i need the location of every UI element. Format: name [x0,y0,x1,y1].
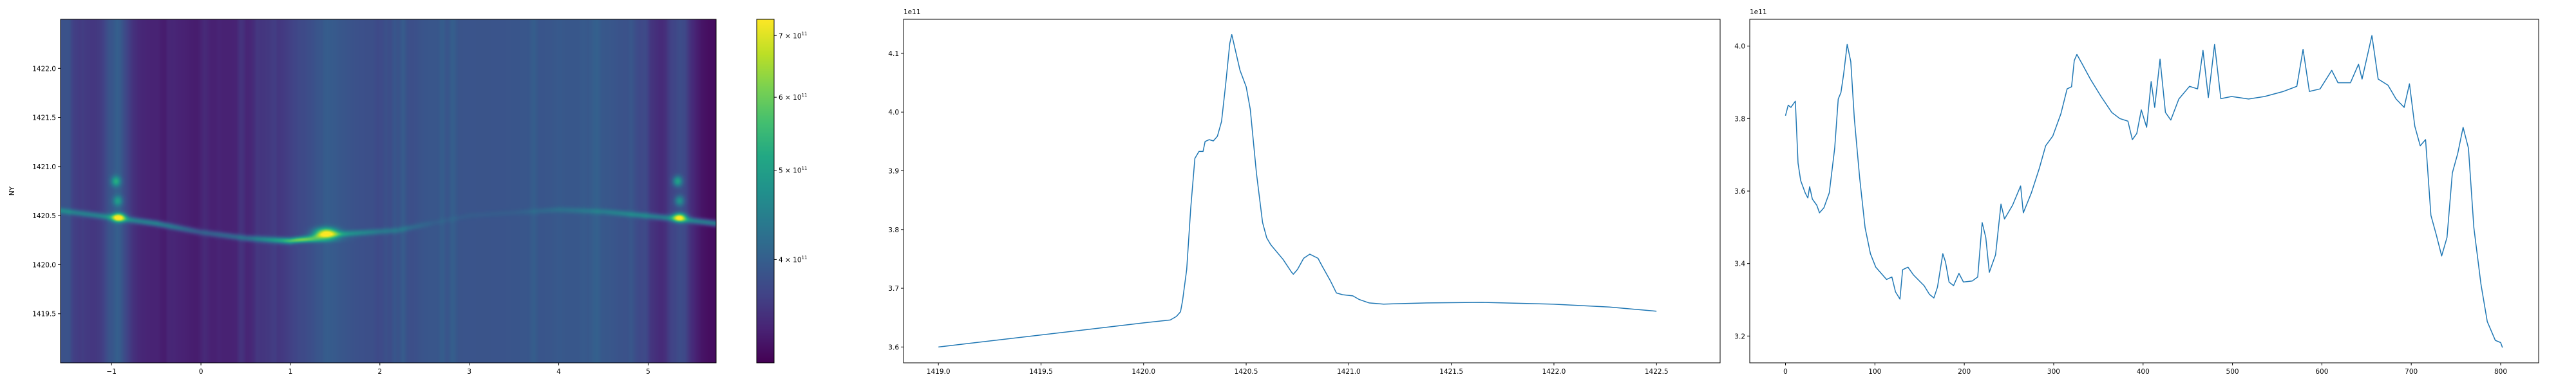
x-tick-label: 1420.0 [1132,368,1155,376]
colorbar-gradient [757,19,774,363]
heatmap-image [61,19,716,363]
x-tick-label: 1 [289,368,293,376]
x-tick-label: 1422.0 [1542,368,1566,376]
offset-text: 1e11 [1750,8,1767,16]
x-tick-label: 800 [2494,368,2507,376]
y-tick-label: 1421.5 [32,115,56,122]
y-tick-label: 1420.5 [32,212,56,220]
x-tick-label: 200 [1958,368,1971,376]
x-tick-label: 600 [2315,368,2328,376]
x-tick-label: 1421.0 [1337,368,1361,376]
y-tick-label: 4.0 [1734,43,1745,51]
data-line [938,33,1657,348]
x-tick-label: 1419.0 [927,368,951,376]
x-tick-label: 0 [199,368,204,376]
x-tick-label: 500 [2226,368,2239,376]
x-tick-label: 3 [467,368,471,376]
x-tick-label: 4 [556,368,561,376]
y-tick-label: 1420.0 [32,261,56,269]
offset-text: 1e11 [904,8,921,16]
colorbar-tick-label: 6 × 1011 [779,93,807,102]
colorbar-tick-label: 5 × 1011 [779,166,807,175]
y-axis-label: NY [8,186,16,196]
spectrum-line-panel: 1e11 1419.0 1419.5 1420.0 1420.5 1421.0 1421.… [888,8,1721,376]
x-tick-label: 400 [2137,368,2150,376]
axes-frame [60,19,717,363]
heatmap-panel: −1 0 1 2 3 4 5 1419.5 1420.0 1420.5 1421.0 1421.5 14… [32,19,807,376]
x-tick-label: 700 [2405,368,2418,376]
axes-frame [1749,19,2539,363]
x-tick-label: 1421.5 [1439,368,1463,376]
y-tick-label: 3.6 [1734,188,1745,196]
y-tick-label: 3.7 [888,285,899,293]
y-tick-label: 3.2 [1734,333,1745,340]
x-tick-label: 0 [1783,368,1788,376]
x-tick-label: 5 [646,368,650,376]
x-tick-label: 300 [2047,368,2060,376]
x-tick-label: 100 [1868,368,1881,376]
y-tick-label: 3.8 [888,226,899,234]
y-tick-label: 1422.0 [32,65,56,73]
y-tick-label: 3.6 [888,344,899,351]
x-tick-label: 2 [377,368,382,376]
x-tick-label: 1419.5 [1029,368,1053,376]
profile-line-panel: 1e11 0 100 200 300 400 500 600 700 800 3.2 3.4 3.6 3… [1734,8,2539,376]
y-tick-label: 4.1 [888,50,899,58]
y-tick-label: 1421.0 [32,163,56,171]
y-tick-label: 3.9 [888,168,899,176]
y-tick-label: 3.4 [1734,261,1745,268]
y-tick-label: 3.8 [1734,115,1745,123]
colorbar-tick-label: 7 × 1011 [779,31,807,40]
x-tick-label: 1420.5 [1235,368,1258,376]
colorbar-frame [756,19,775,363]
y-tick-label: 4.0 [888,109,899,116]
axes-frame [903,19,1721,363]
x-tick-label: −1 [106,368,116,376]
y-tick-label: 1419.5 [32,311,56,318]
data-line [1785,35,2503,348]
colorbar-tick-label: 4 × 1011 [779,255,807,264]
x-tick-label: 1422.5 [1645,368,1669,376]
